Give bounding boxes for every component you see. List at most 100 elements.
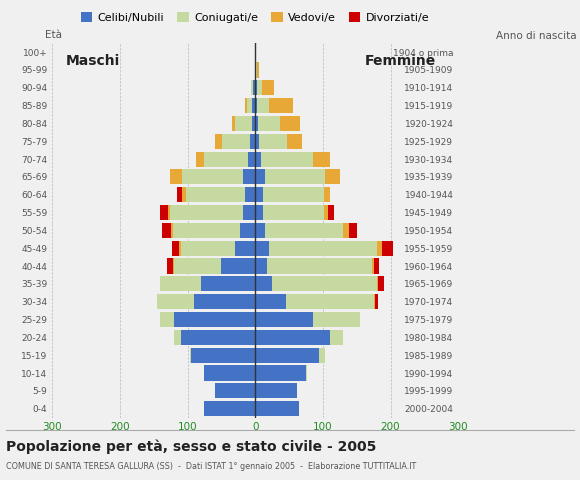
Bar xyxy=(255,401,299,416)
Bar xyxy=(324,205,328,220)
Bar xyxy=(255,258,267,274)
Bar xyxy=(190,348,191,363)
Bar xyxy=(255,187,263,203)
Bar xyxy=(269,240,377,256)
Bar xyxy=(272,276,377,291)
Bar xyxy=(343,223,349,238)
Bar xyxy=(255,169,265,184)
Bar xyxy=(157,294,194,309)
Bar xyxy=(374,294,375,309)
Bar xyxy=(255,223,265,238)
Bar xyxy=(204,152,248,167)
Bar xyxy=(255,80,256,96)
Bar xyxy=(248,152,255,167)
Bar xyxy=(204,365,255,381)
Bar xyxy=(269,98,293,113)
Bar xyxy=(377,240,382,256)
Bar xyxy=(256,62,259,78)
Bar xyxy=(179,240,181,256)
Bar xyxy=(257,98,269,113)
Bar xyxy=(167,258,173,274)
Bar xyxy=(259,134,287,149)
Bar xyxy=(251,80,253,96)
Bar xyxy=(247,98,252,113)
Bar xyxy=(162,223,171,238)
Bar xyxy=(252,116,255,131)
Bar xyxy=(377,276,378,291)
Bar xyxy=(265,223,343,238)
Bar xyxy=(313,152,331,167)
Bar xyxy=(263,205,324,220)
Bar xyxy=(349,223,357,238)
Bar xyxy=(235,240,255,256)
Bar xyxy=(255,365,306,381)
Bar xyxy=(260,152,313,167)
Bar xyxy=(191,348,255,363)
Bar xyxy=(160,205,168,220)
Bar xyxy=(170,205,243,220)
Bar xyxy=(320,348,325,363)
Bar xyxy=(177,187,182,203)
Bar xyxy=(173,223,240,238)
Bar xyxy=(215,383,255,398)
Text: Anno di nascita: Anno di nascita xyxy=(496,31,577,41)
Bar xyxy=(258,116,280,131)
Text: Maschi: Maschi xyxy=(66,54,120,68)
Bar xyxy=(255,294,285,309)
Text: Femmine: Femmine xyxy=(365,54,436,68)
Bar xyxy=(255,116,258,131)
Bar xyxy=(265,169,325,184)
Bar xyxy=(255,152,260,167)
Bar xyxy=(194,294,255,309)
Bar xyxy=(181,330,255,345)
Bar xyxy=(382,240,393,256)
Bar xyxy=(251,134,255,149)
Bar xyxy=(329,330,343,345)
Bar xyxy=(287,134,302,149)
Bar xyxy=(170,169,182,184)
Bar xyxy=(263,187,324,203)
Bar xyxy=(182,187,186,203)
Bar xyxy=(186,187,245,203)
Bar xyxy=(168,205,170,220)
Bar xyxy=(255,98,257,113)
Bar xyxy=(256,80,262,96)
Bar xyxy=(174,312,255,327)
Bar xyxy=(174,258,222,274)
Bar xyxy=(235,116,252,131)
Bar xyxy=(285,294,374,309)
Bar xyxy=(222,134,251,149)
Bar xyxy=(174,330,181,345)
Bar xyxy=(196,152,204,167)
Bar xyxy=(255,383,297,398)
Bar xyxy=(173,258,174,274)
Bar xyxy=(231,116,235,131)
Bar xyxy=(215,134,222,149)
Bar xyxy=(325,169,340,184)
Bar xyxy=(243,205,255,220)
Bar xyxy=(255,348,320,363)
Bar xyxy=(172,240,179,256)
Bar xyxy=(374,258,379,274)
Bar xyxy=(375,294,378,309)
Bar xyxy=(245,98,247,113)
Bar xyxy=(252,98,255,113)
Bar xyxy=(171,223,173,238)
Text: COMUNE DI SANTA TERESA GALLURA (SS)  -  Dati ISTAT 1° gennaio 2005  -  Elaborazi: COMUNE DI SANTA TERESA GALLURA (SS) - Da… xyxy=(6,462,416,471)
Bar xyxy=(378,276,384,291)
Bar xyxy=(181,240,235,256)
Bar xyxy=(161,276,201,291)
Bar xyxy=(267,258,372,274)
Bar xyxy=(161,312,174,327)
Bar xyxy=(255,312,313,327)
Bar xyxy=(280,116,300,131)
Bar xyxy=(255,134,259,149)
Bar xyxy=(204,401,255,416)
Bar xyxy=(243,169,255,184)
Bar xyxy=(324,187,329,203)
Bar xyxy=(313,312,360,327)
Bar xyxy=(328,205,334,220)
Bar xyxy=(240,223,255,238)
Bar xyxy=(306,365,307,381)
Bar xyxy=(245,187,255,203)
